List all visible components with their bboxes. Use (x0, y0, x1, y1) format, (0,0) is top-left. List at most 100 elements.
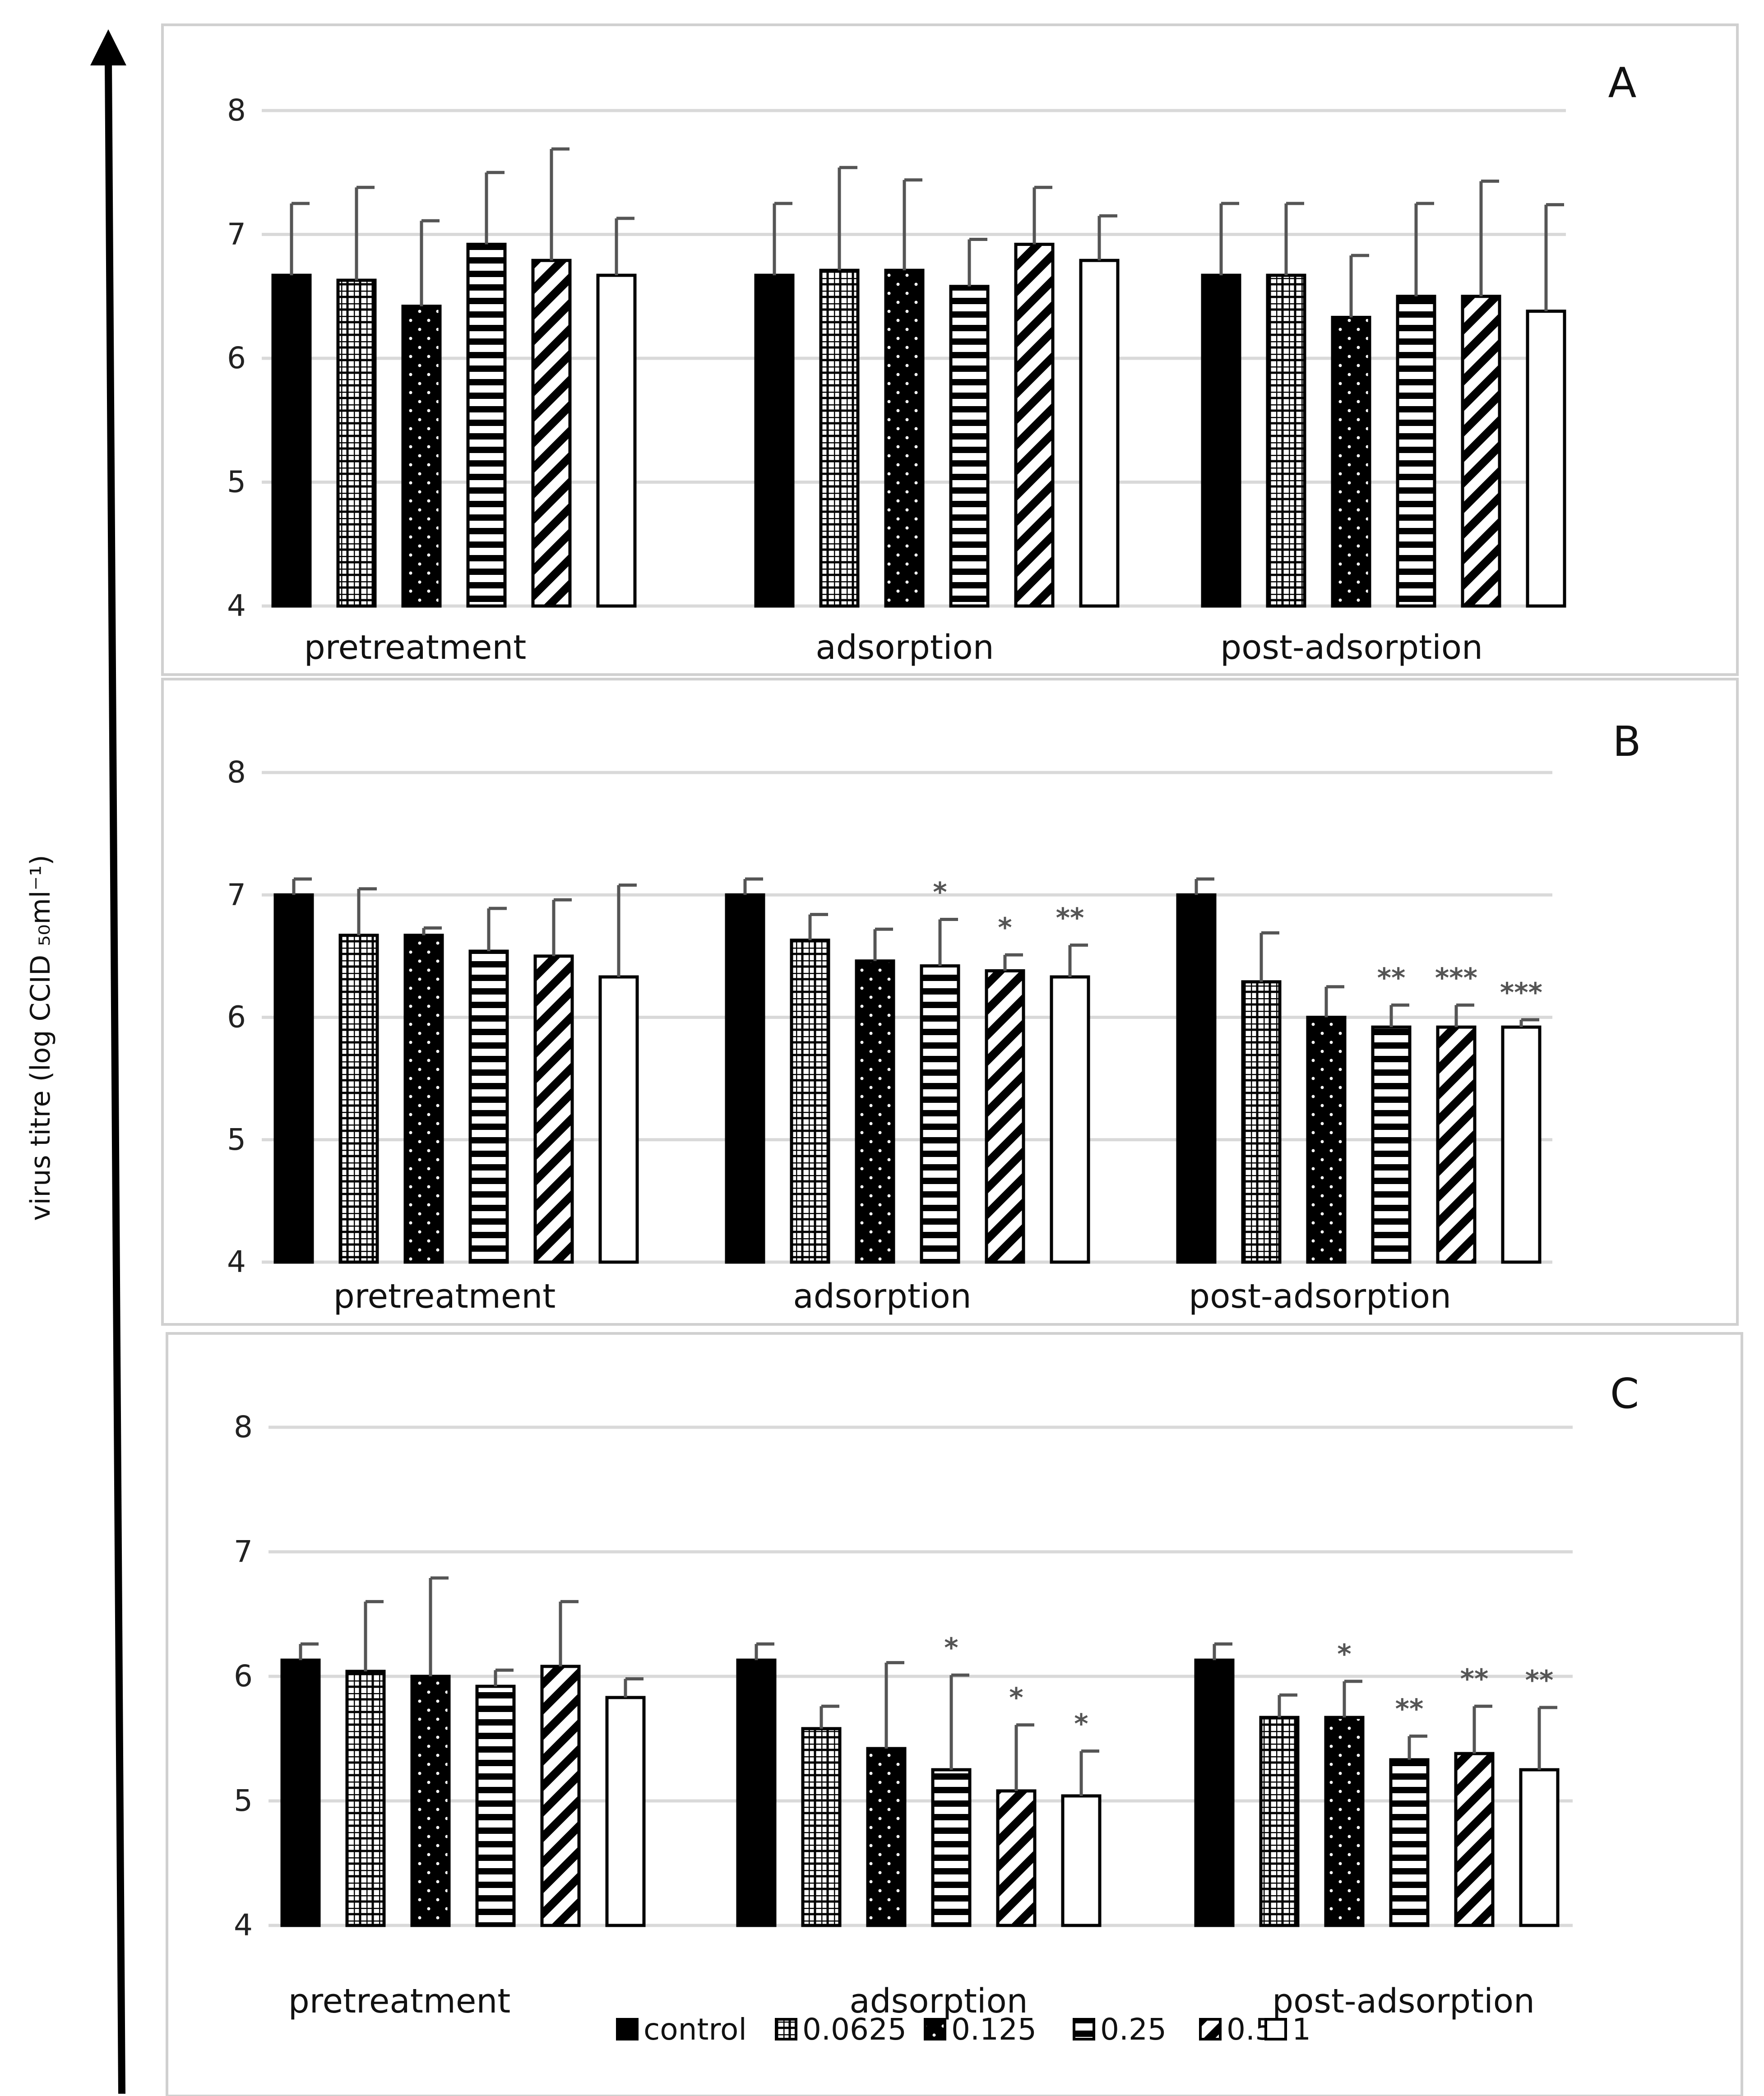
legend-item: 0.125 (924, 2012, 1037, 2047)
bar (596, 273, 637, 608)
bar (1194, 1658, 1235, 1927)
bar (1461, 295, 1501, 608)
bar (345, 1670, 386, 1927)
bar (725, 893, 765, 1264)
y-axis-arrow (105, 60, 125, 2094)
bar (466, 242, 507, 608)
legend-swatch (616, 2018, 639, 2040)
group-label: pretreatment (304, 628, 527, 667)
significance-label: * (1074, 1708, 1088, 1740)
legend-label: 0.0625 (802, 2012, 907, 2047)
bar (855, 959, 895, 1264)
y-tick-label: 5 (227, 1122, 246, 1157)
legend-swatch (1073, 2018, 1095, 2040)
legend-label: 1 (1292, 2012, 1311, 2047)
y-tick-label: 6 (227, 341, 246, 375)
group-label: adsorption (815, 628, 994, 667)
bar (1519, 1768, 1560, 1927)
bar (410, 1675, 451, 1927)
legend-label: control (644, 2012, 747, 2047)
y-tick-label: 8 (227, 93, 246, 128)
bar (1389, 1758, 1430, 1927)
panel-label: B (1612, 717, 1641, 766)
bar (1396, 295, 1436, 608)
bar (1331, 315, 1371, 608)
bar (1079, 259, 1120, 608)
bar (531, 259, 572, 608)
bar (1201, 273, 1241, 608)
significance-label: *** (1435, 962, 1477, 994)
bar (598, 975, 639, 1264)
panel-label: C (1610, 1370, 1639, 1418)
y-tick-label: 5 (234, 1783, 253, 1818)
legend-item: 1 (1264, 2012, 1311, 2047)
bar (336, 278, 377, 608)
significance-label: * (998, 912, 1012, 944)
y-tick-label: 7 (234, 1534, 253, 1569)
bar (1324, 1716, 1365, 1927)
significance-label: ** (1395, 1693, 1424, 1725)
significance-label: * (944, 1632, 958, 1664)
y-tick-label: 7 (227, 217, 246, 252)
legend-swatch (1199, 2018, 1222, 2040)
bar (1176, 893, 1217, 1264)
bar (403, 934, 444, 1264)
bar (920, 964, 960, 1264)
legend-item: 0.0625 (775, 2012, 907, 2047)
bar (280, 1658, 321, 1927)
legend-label: 0.25 (1100, 2012, 1167, 2047)
bar (1266, 273, 1306, 608)
group-label: adsorption (849, 1982, 1028, 2021)
bar (884, 268, 925, 608)
significance-label: * (1009, 1682, 1023, 1714)
legend: control 0.0625 0.125 0.25 0.5 1 (616, 2012, 1311, 2047)
y-tick-label: 4 (234, 1908, 253, 1943)
y-tick-label: 4 (227, 588, 246, 623)
bar (1371, 1025, 1412, 1264)
y-tick-label: 6 (227, 1000, 246, 1035)
bar (1241, 980, 1282, 1264)
group-label: pretreatment (333, 1277, 556, 1316)
significance-label: *** (1500, 977, 1542, 1009)
significance-label: * (933, 877, 947, 908)
bar (1061, 1794, 1102, 1927)
bar (985, 969, 1025, 1264)
y-tick-label: 8 (234, 1410, 253, 1444)
legend-label: 0.125 (951, 2012, 1037, 2047)
bar (754, 273, 795, 608)
bar (866, 1747, 907, 1927)
y-tick-label: 4 (227, 1245, 246, 1279)
bar (1501, 1025, 1542, 1264)
y-tick-label: 8 (227, 755, 246, 790)
y-axis-label: virus titre (log CCID ₅₀ml⁻¹) (25, 855, 56, 1221)
bar (1306, 1016, 1347, 1264)
bar (1050, 975, 1090, 1264)
bar (338, 934, 379, 1264)
group-label: post-adsorption (1272, 1982, 1535, 2021)
bar (1526, 310, 1566, 608)
significance-label: * (1337, 1638, 1351, 1670)
bar (401, 305, 442, 608)
bar (533, 954, 574, 1264)
bar (271, 273, 312, 608)
bar (996, 1789, 1037, 1927)
y-tick-label: 6 (234, 1659, 253, 1693)
bar (819, 268, 860, 608)
bar (1436, 1025, 1477, 1264)
bar (468, 949, 509, 1264)
bar (1014, 242, 1055, 608)
bar (790, 939, 830, 1264)
y-axis-arrow-head (90, 29, 126, 65)
legend-item: 0.25 (1073, 2012, 1167, 2047)
bar (736, 1658, 777, 1927)
bar (931, 1768, 972, 1927)
group-label: post-adsorption (1220, 628, 1483, 667)
group-label: post-adsorption (1189, 1277, 1451, 1316)
panel-label: A (1608, 59, 1637, 107)
significance-label: ** (1460, 1663, 1489, 1695)
bar (273, 893, 314, 1264)
